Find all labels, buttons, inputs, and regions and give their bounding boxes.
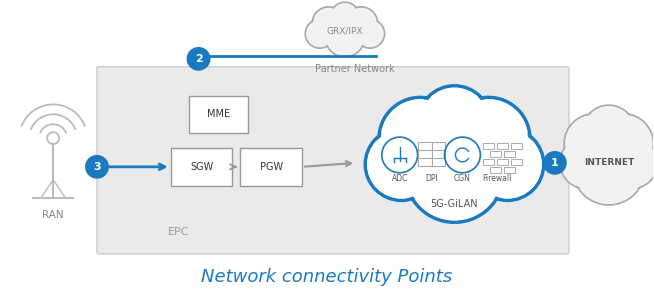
FancyBboxPatch shape: [171, 148, 232, 186]
Circle shape: [325, 18, 364, 57]
Circle shape: [565, 115, 624, 173]
Circle shape: [356, 19, 385, 48]
Text: 1: 1: [551, 158, 559, 168]
Circle shape: [356, 20, 383, 47]
Circle shape: [305, 19, 334, 48]
Circle shape: [345, 8, 377, 39]
Circle shape: [332, 3, 358, 30]
Text: DPI: DPI: [425, 174, 438, 183]
Circle shape: [449, 99, 528, 178]
Circle shape: [345, 7, 377, 40]
Circle shape: [326, 19, 364, 56]
Circle shape: [418, 86, 490, 158]
Circle shape: [574, 135, 644, 204]
Circle shape: [313, 8, 344, 39]
Text: INTERNET: INTERNET: [583, 158, 634, 168]
Text: Network connectivity Points: Network connectivity Points: [201, 268, 453, 286]
FancyBboxPatch shape: [188, 96, 249, 133]
Circle shape: [330, 2, 360, 31]
Text: 5G-GiLAN: 5G-GiLAN: [430, 199, 478, 209]
Circle shape: [47, 132, 59, 144]
Circle shape: [407, 127, 502, 220]
Circle shape: [85, 155, 109, 179]
FancyBboxPatch shape: [241, 148, 302, 186]
Circle shape: [447, 97, 530, 180]
Circle shape: [186, 47, 211, 71]
Circle shape: [365, 128, 438, 200]
Circle shape: [604, 136, 654, 189]
Circle shape: [405, 124, 504, 222]
Circle shape: [594, 115, 653, 173]
Text: EPC: EPC: [168, 227, 190, 237]
Text: PGW: PGW: [260, 162, 283, 172]
Circle shape: [379, 97, 462, 180]
Text: ADC: ADC: [392, 174, 408, 183]
Text: SGW: SGW: [190, 162, 213, 172]
Text: Partner Network: Partner Network: [315, 64, 395, 74]
Circle shape: [560, 136, 613, 189]
Circle shape: [312, 7, 345, 40]
Circle shape: [593, 114, 653, 174]
Circle shape: [583, 106, 634, 157]
Circle shape: [561, 137, 612, 188]
Text: CGN: CGN: [454, 174, 471, 183]
Circle shape: [368, 130, 436, 198]
Text: RAN: RAN: [43, 210, 64, 220]
Circle shape: [306, 20, 334, 47]
Text: 3: 3: [93, 162, 101, 172]
Circle shape: [582, 105, 635, 158]
Circle shape: [421, 88, 489, 156]
FancyBboxPatch shape: [97, 67, 569, 254]
Circle shape: [564, 114, 625, 174]
Text: 2: 2: [195, 54, 203, 64]
Circle shape: [573, 133, 645, 205]
Circle shape: [381, 99, 460, 178]
Text: MME: MME: [207, 109, 230, 119]
Circle shape: [473, 130, 542, 198]
Text: Firewall: Firewall: [483, 174, 512, 183]
Circle shape: [606, 137, 654, 188]
Circle shape: [471, 128, 543, 200]
Circle shape: [543, 151, 567, 175]
Text: GRX/IPX: GRX/IPX: [327, 27, 363, 36]
